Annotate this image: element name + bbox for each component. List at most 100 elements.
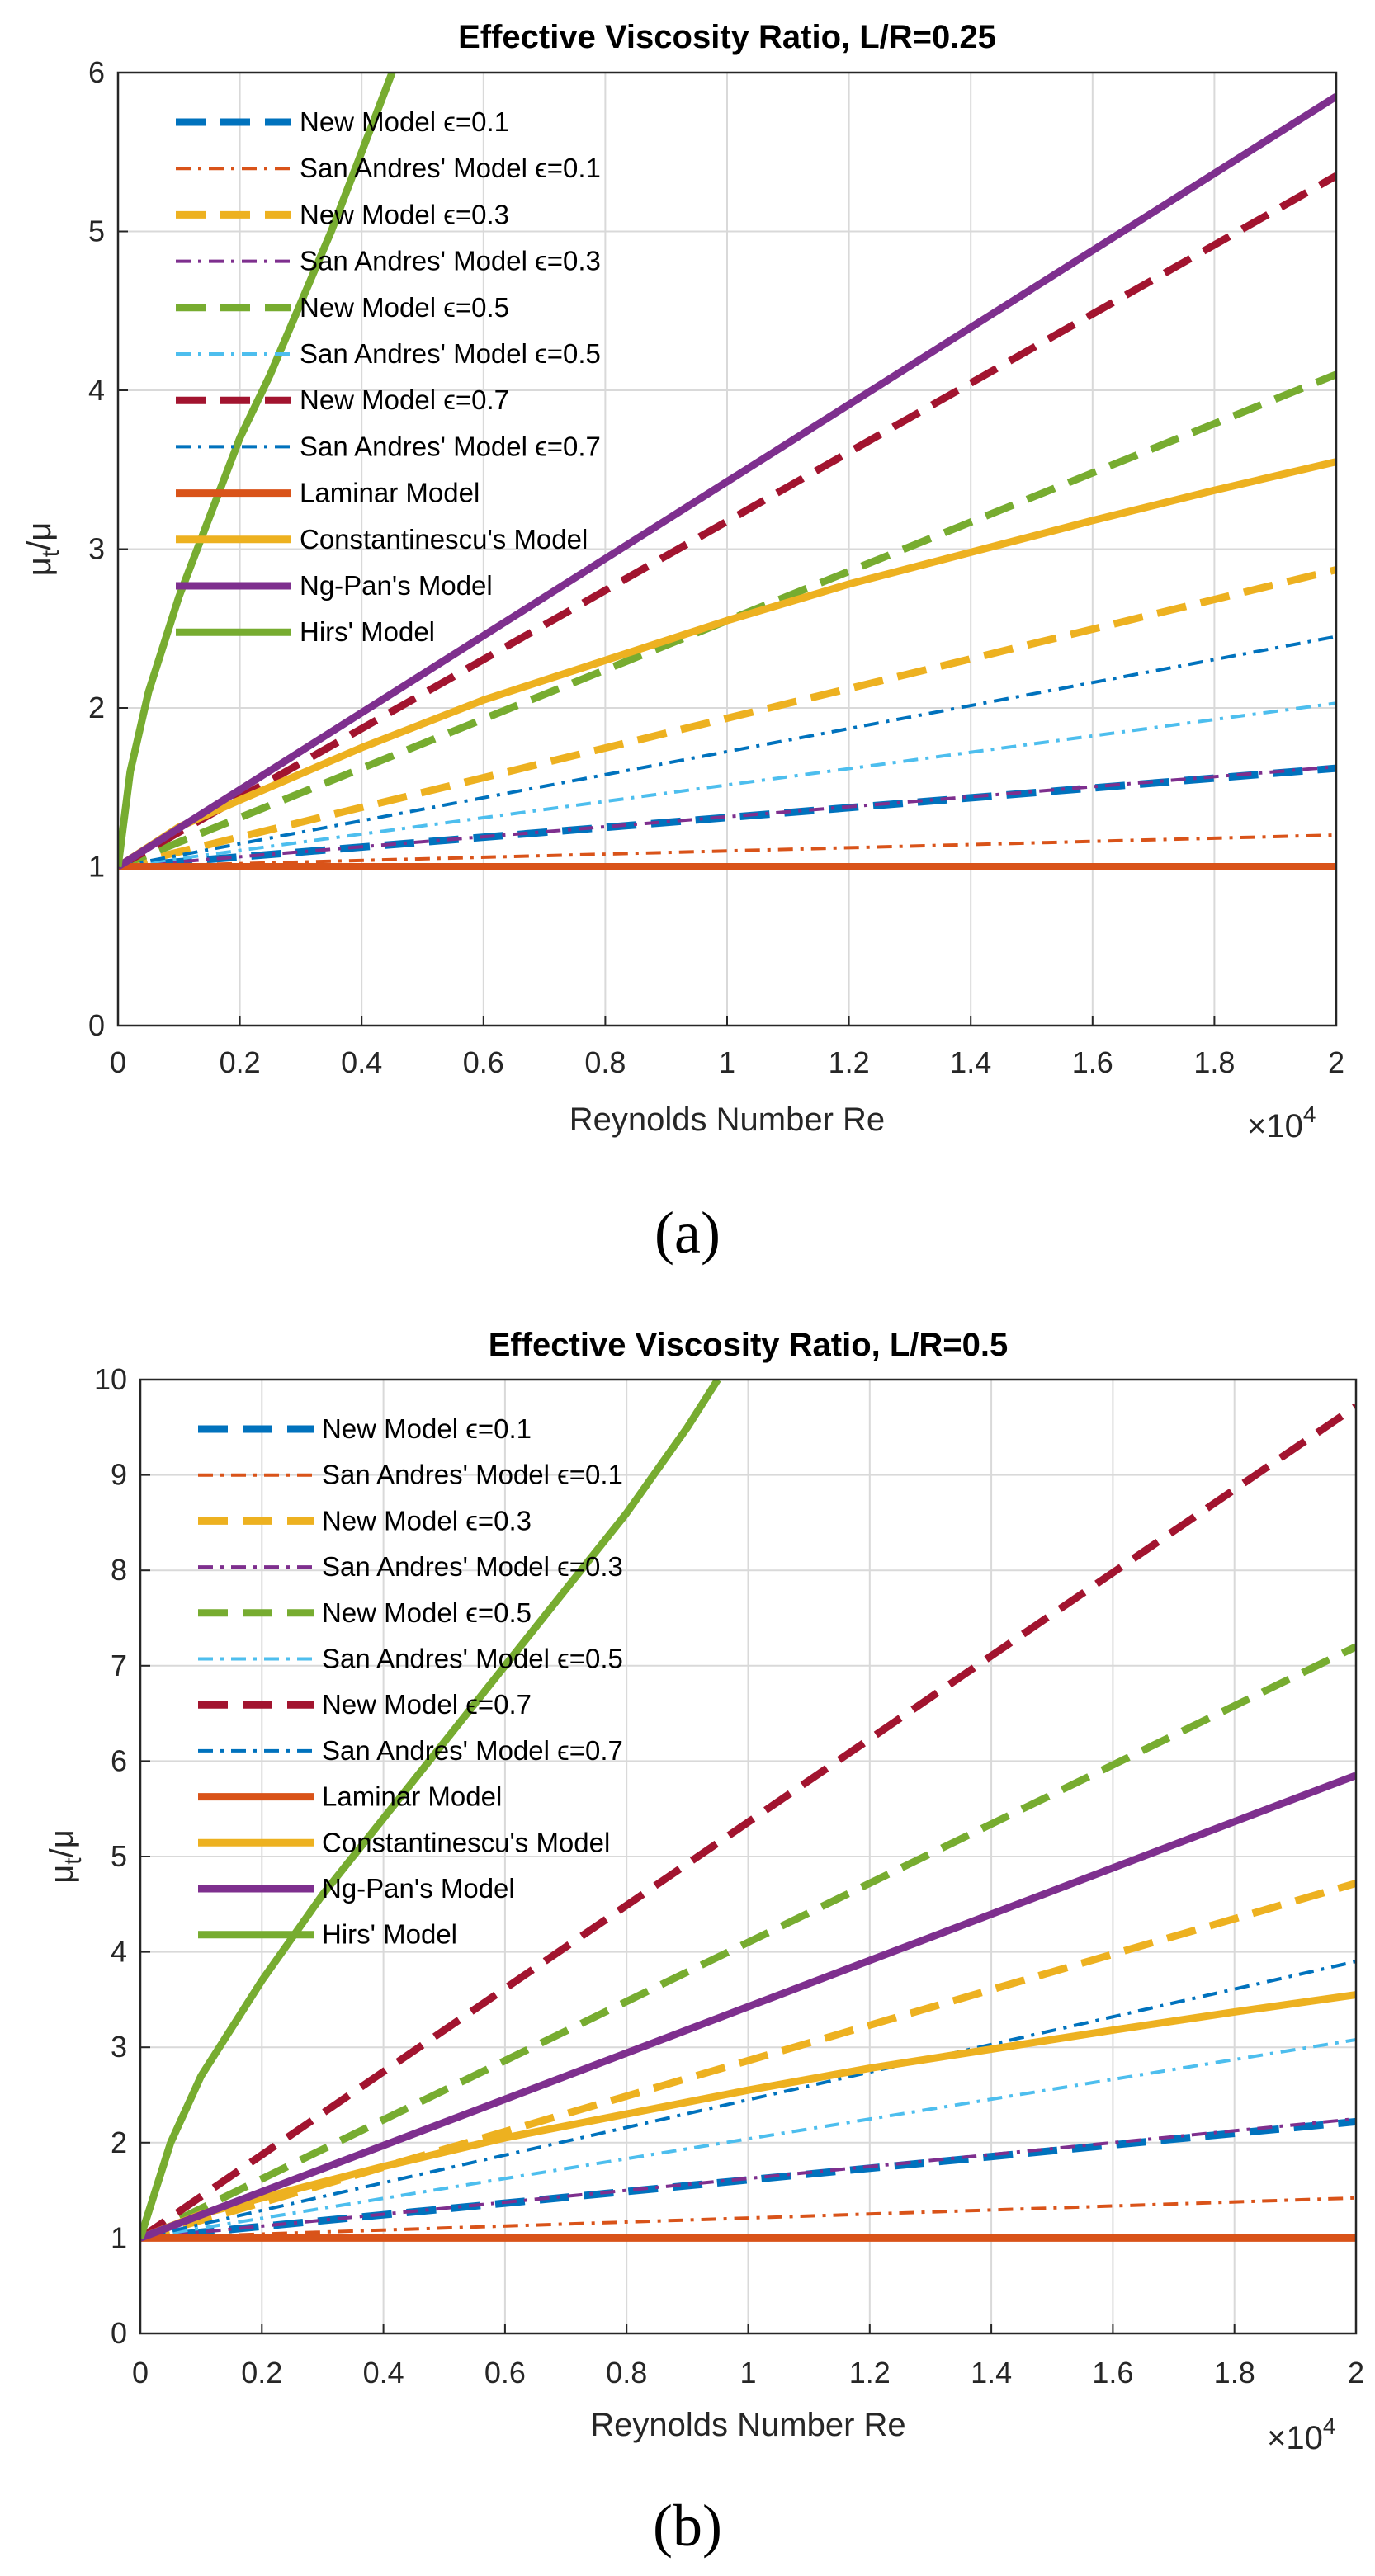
series-line-12 <box>118 73 396 868</box>
y-tick-label: 8 <box>111 1553 127 1587</box>
x-tick-label: 0 <box>110 1045 126 1079</box>
x-tick-label: 0 <box>132 2356 149 2390</box>
series-line-6 <box>140 2038 1356 2240</box>
series-line-7 <box>140 1403 1356 2242</box>
figure-caption: (b) <box>653 2493 722 2559</box>
legend-label: New Model ϵ=0.3 <box>300 199 509 229</box>
y-tick-label: 6 <box>88 55 105 89</box>
legend-label: New Model ϵ=0.7 <box>322 1689 532 1720</box>
x-exponent-label: ×104 <box>1247 1102 1316 1144</box>
y-tick-label: 5 <box>88 215 105 248</box>
series-line-5 <box>118 370 1336 870</box>
x-axis-label: Reynolds Number Re <box>590 2407 905 2443</box>
legend-label: New Model ϵ=0.7 <box>300 385 509 415</box>
x-tick-label: 0.6 <box>463 1045 504 1079</box>
chart-title: Effective Viscosity Ratio, L/R=0.5 <box>489 1327 1009 1363</box>
x-tick-label: 0.4 <box>341 1045 382 1079</box>
y-tick-label: 7 <box>111 1649 127 1682</box>
x-tick-label: 1.6 <box>1072 1045 1113 1079</box>
x-tick-label: 1.8 <box>1193 1045 1235 1079</box>
series-line-8 <box>118 635 1336 869</box>
x-tick-label: 2 <box>1348 2356 1364 2390</box>
x-tick-label: 0.4 <box>363 2356 404 2390</box>
y-tick-label: 2 <box>88 691 105 724</box>
legend-label: Ng-Pan's Model <box>300 570 493 601</box>
y-tick-label: 2 <box>111 2125 127 2159</box>
x-tick-label: 1.6 <box>1092 2356 1133 2390</box>
series-group <box>140 1380 1356 2242</box>
series-line-4 <box>118 765 1336 869</box>
legend-label: Laminar Model <box>322 1781 502 1812</box>
legend-label: San Andres' Model ϵ=0.7 <box>300 431 601 461</box>
x-tick-label: 0.2 <box>220 1045 261 1079</box>
axes-frame <box>139 1378 1358 2335</box>
legend-label: San Andres' Model ϵ=0.7 <box>322 1735 623 1766</box>
chart-panel-1: 0 0.2 0.4 0.6 0.8 1 1.2 1.4 1.6 1.8 2 0 1 2 3 4 5 6 Effect… <box>21 19 1344 1266</box>
series-line-11 <box>140 1772 1356 2242</box>
series-line-3 <box>140 1880 1356 2242</box>
x-tick-label: 0.6 <box>484 2356 526 2390</box>
series-line-2 <box>140 2196 1356 2240</box>
legend: New Model ϵ=0.1 San Andres' Model ϵ=0.1 Ne… <box>198 1413 623 1950</box>
x-tick-label: 1 <box>739 2356 756 2390</box>
legend-label: New Model ϵ=0.5 <box>322 1597 532 1628</box>
x-axis-label: Reynolds Number Re <box>569 1102 885 1138</box>
series-line-3 <box>118 566 1336 870</box>
y-tick-label: 4 <box>88 373 105 407</box>
x-tick-label: 1 <box>719 1045 735 1079</box>
legend-label: San Andres' Model ϵ=0.3 <box>322 1551 623 1582</box>
legend-label: Ng-Pan's Model <box>322 1873 515 1904</box>
legend-label: New Model ϵ=0.1 <box>300 106 509 137</box>
x-tick-label: 1.4 <box>971 2356 1012 2390</box>
y-tick-label: 1 <box>88 850 105 884</box>
series-line-6 <box>118 701 1336 869</box>
legend-label: Hirs' Model <box>322 1919 457 1950</box>
y-tick-label: 0 <box>111 2316 127 2350</box>
legend-label: Constantinescu's Model <box>300 524 588 554</box>
x-tick-label: 1.4 <box>950 1045 991 1079</box>
legend-label: San Andres' Model ϵ=0.1 <box>322 1460 623 1490</box>
y-tick-label: 5 <box>111 1839 127 1873</box>
x-tick-label: 1.2 <box>849 2356 891 2390</box>
series-line-10 <box>118 458 1336 870</box>
legend-label: Constantinescu's Model <box>322 1827 610 1857</box>
legend-label: Hirs' Model <box>300 616 435 647</box>
y-tick-label: 0 <box>88 1008 105 1042</box>
series-line-8 <box>140 1960 1356 2240</box>
legend-label: San Andres' Model ϵ=0.3 <box>300 246 601 276</box>
legend-label: San Andres' Model ϵ=0.5 <box>322 1644 623 1674</box>
x-exponent-label: ×104 <box>1267 2413 1335 2456</box>
x-tick-label: 0.8 <box>606 2356 647 2390</box>
series-line-10 <box>140 1991 1356 2242</box>
y-tick-label: 10 <box>94 1362 127 1396</box>
y-axis-label: μt/μ <box>21 522 64 577</box>
y-tick-label: 4 <box>111 1935 127 1969</box>
legend: New Model ϵ=0.1 San Andres' Model ϵ=0.1 Ne… <box>176 106 601 647</box>
series-line-5 <box>140 1643 1356 2242</box>
x-tick-label: 1.2 <box>829 1045 870 1079</box>
y-axis-label: μt/μ <box>44 1829 87 1884</box>
chart-title: Effective Viscosity Ratio, L/R=0.25 <box>458 19 996 55</box>
y-tick-label: 9 <box>111 1458 127 1492</box>
legend-label: New Model ϵ=0.1 <box>322 1413 532 1444</box>
figure-caption: (a) <box>654 1200 721 1266</box>
x-tick-label: 0.2 <box>241 2356 282 2390</box>
legend-label: Laminar Model <box>300 478 480 508</box>
y-tick-label: 1 <box>111 2220 127 2254</box>
axes-frame <box>116 71 1338 1027</box>
legend-label: New Model ϵ=0.3 <box>322 1505 532 1536</box>
series-group <box>118 73 1336 870</box>
series-line-2 <box>118 833 1336 869</box>
series-line-4 <box>140 2116 1356 2240</box>
chart-panel-2: 0 0.2 0.4 0.6 0.8 1 1.2 1.4 1.6 1.8 2 0 1 2 3 4 5 6 7 8 9 10 E… <box>44 1327 1364 2559</box>
x-tick-label: 2 <box>1328 1045 1344 1079</box>
legend-label: New Model ϵ=0.5 <box>300 292 509 323</box>
x-tick-label: 0.8 <box>584 1045 626 1079</box>
x-tick-label: 1.8 <box>1214 2356 1255 2390</box>
y-tick-label: 3 <box>88 532 105 566</box>
series-line-11 <box>118 93 1336 870</box>
legend-label: San Andres' Model ϵ=0.5 <box>300 338 601 369</box>
y-tick-label: 6 <box>111 1743 127 1777</box>
legend-label: San Andres' Model ϵ=0.1 <box>300 153 601 183</box>
